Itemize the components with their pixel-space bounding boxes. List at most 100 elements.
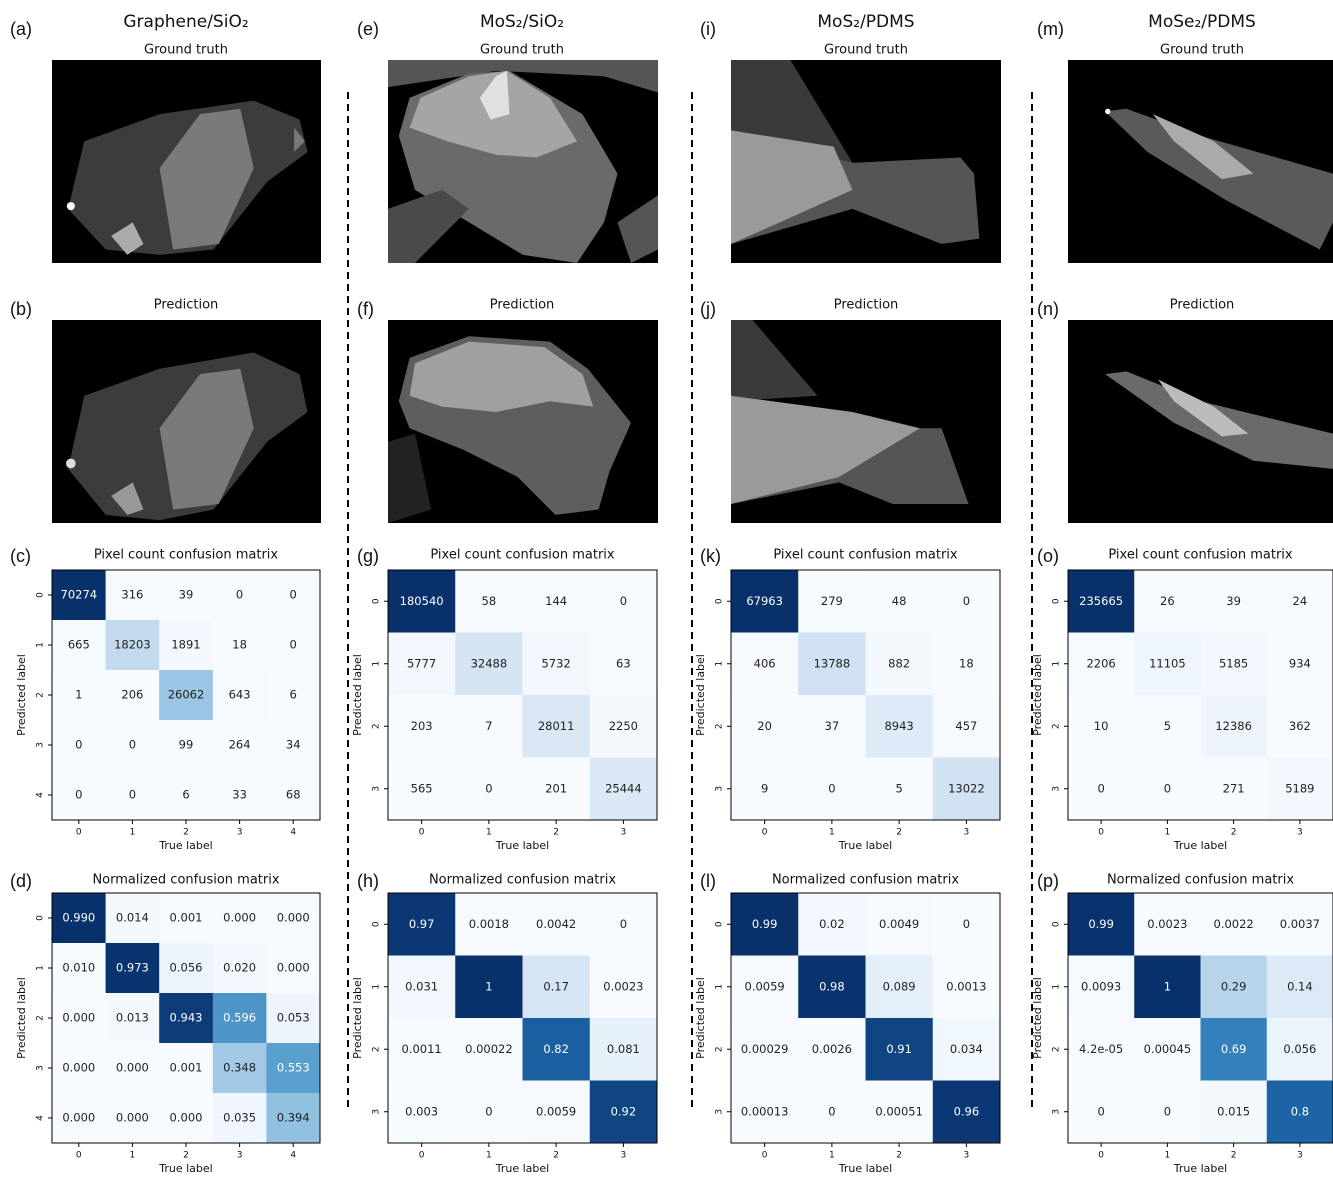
matrix-cell xyxy=(798,632,866,696)
matrix-cell xyxy=(932,695,1001,758)
cell-value: 1891 xyxy=(171,638,200,652)
y-tick-label: 2 xyxy=(715,723,725,729)
matrix-cell xyxy=(266,1043,321,1094)
matrix-cell xyxy=(1134,632,1201,696)
matrix-cell xyxy=(932,632,1001,696)
cell-value: 5 xyxy=(895,781,902,795)
cell-value: 67963 xyxy=(746,594,783,608)
matrix-cell xyxy=(388,955,456,1019)
matrix-cell xyxy=(159,770,214,821)
cell-value: 0 xyxy=(485,1104,492,1118)
matrix-cell xyxy=(52,770,107,821)
matrix-title: Pixel count confusion matrix xyxy=(94,548,279,563)
cell-value: 0.0023 xyxy=(1147,917,1187,931)
cell-value: 0.99 xyxy=(752,917,778,931)
matrix-cell xyxy=(159,620,214,671)
cell-value: 0.034 xyxy=(950,1042,983,1056)
cell-value: 0 xyxy=(620,594,627,608)
cell-value: 0 xyxy=(236,588,243,602)
matrix-cell xyxy=(388,632,456,696)
cell-value: 0.348 xyxy=(223,1061,256,1075)
matrix-cell xyxy=(212,570,267,621)
matrix-cell xyxy=(52,620,107,671)
cell-value: 33 xyxy=(232,788,247,802)
prediction-image xyxy=(52,320,321,523)
cell-value: 32488 xyxy=(471,656,508,670)
matrix-cell xyxy=(455,757,523,821)
matrix-frame xyxy=(387,892,658,1144)
y-tick-label: 3 xyxy=(715,1109,725,1115)
cell-value: 2206 xyxy=(1086,656,1115,670)
x-tick-label: 0 xyxy=(76,828,82,838)
y-axis-label: Predicted label xyxy=(15,977,28,1059)
y-tick-label: 2 xyxy=(372,723,382,729)
x-axis-label: True label xyxy=(158,1162,212,1175)
matrix-cell xyxy=(522,1018,591,1081)
x-tick-label: 3 xyxy=(964,828,970,838)
y-axis-label: Predicted label xyxy=(694,977,707,1059)
matrix-cell xyxy=(266,893,321,944)
matrix-title: Pixel count confusion matrix xyxy=(1108,548,1293,563)
cell-value: 0.00022 xyxy=(465,1042,513,1056)
x-tick-label: 3 xyxy=(237,1151,243,1161)
cell-value: 0.8 xyxy=(1291,1104,1309,1118)
matrix-cell xyxy=(52,570,107,621)
matrix-cell xyxy=(159,943,214,994)
matrix-cell xyxy=(105,993,160,1044)
x-tick-label: 2 xyxy=(183,1151,189,1161)
cell-value: 0 xyxy=(1097,781,1104,795)
matrix-cell xyxy=(266,1093,321,1144)
cell-value: 25444 xyxy=(605,781,642,795)
y-tick-label: 0 xyxy=(1052,598,1062,604)
y-tick-label: 3 xyxy=(1052,786,1062,792)
matrix-cell xyxy=(212,943,267,994)
cell-value: 0 xyxy=(290,588,297,602)
matrix-frame xyxy=(730,569,1001,821)
cell-value: 1 xyxy=(75,688,82,702)
x-tick-label: 2 xyxy=(1231,828,1237,838)
cell-value: 20 xyxy=(757,719,772,733)
x-tick-label: 4 xyxy=(290,1151,296,1161)
matrix-cell xyxy=(159,670,214,721)
cell-value: 0.553 xyxy=(277,1061,310,1075)
column-title: MoSe₂/PDMS xyxy=(1148,12,1256,32)
cell-value: 5777 xyxy=(407,656,436,670)
matrix-cell xyxy=(589,955,658,1019)
column-title: MoS₂/PDMS xyxy=(817,12,914,32)
x-axis-label: True label xyxy=(1173,839,1227,852)
matrix-cell xyxy=(212,1043,267,1094)
matrix-cell xyxy=(388,570,456,633)
matrix-cell xyxy=(212,993,267,1044)
cell-value: 0.081 xyxy=(607,1042,640,1056)
matrix-cell xyxy=(932,893,1001,956)
matrix-cell xyxy=(52,943,107,994)
matrix-cell xyxy=(865,955,934,1019)
cell-value: 0.013 xyxy=(116,1011,149,1025)
cell-value: 0.69 xyxy=(1221,1042,1247,1056)
cell-value: 0 xyxy=(75,738,82,752)
x-axis-label: True label xyxy=(838,1162,892,1175)
y-axis-label: Predicted label xyxy=(15,654,28,736)
x-tick-label: 0 xyxy=(1098,828,1104,838)
matrix-cell xyxy=(1200,893,1268,956)
matrix-cell xyxy=(52,720,107,771)
cell-value: 0.00045 xyxy=(1144,1042,1192,1056)
x-tick-label: 1 xyxy=(829,828,835,838)
x-tick-label: 0 xyxy=(419,828,425,838)
matrix-cell xyxy=(105,893,160,944)
matrix-cell xyxy=(798,955,866,1019)
cell-value: 0.000 xyxy=(277,911,310,925)
matrix-cell xyxy=(522,893,591,956)
cell-value: 13788 xyxy=(814,656,851,670)
panel-label: (b) xyxy=(10,299,32,319)
y-tick-label: 0 xyxy=(36,915,46,921)
matrix-title: Normalized confusion matrix xyxy=(429,873,616,888)
panel-label: (c) xyxy=(10,546,31,566)
ground-truth-image xyxy=(52,60,321,263)
cell-value: 37 xyxy=(825,719,840,733)
matrix-cell xyxy=(798,1018,866,1081)
cell-value: 362 xyxy=(1289,719,1311,733)
cell-value: 18203 xyxy=(114,638,151,652)
cell-value: 457 xyxy=(955,719,977,733)
matrix-cell xyxy=(159,570,214,621)
